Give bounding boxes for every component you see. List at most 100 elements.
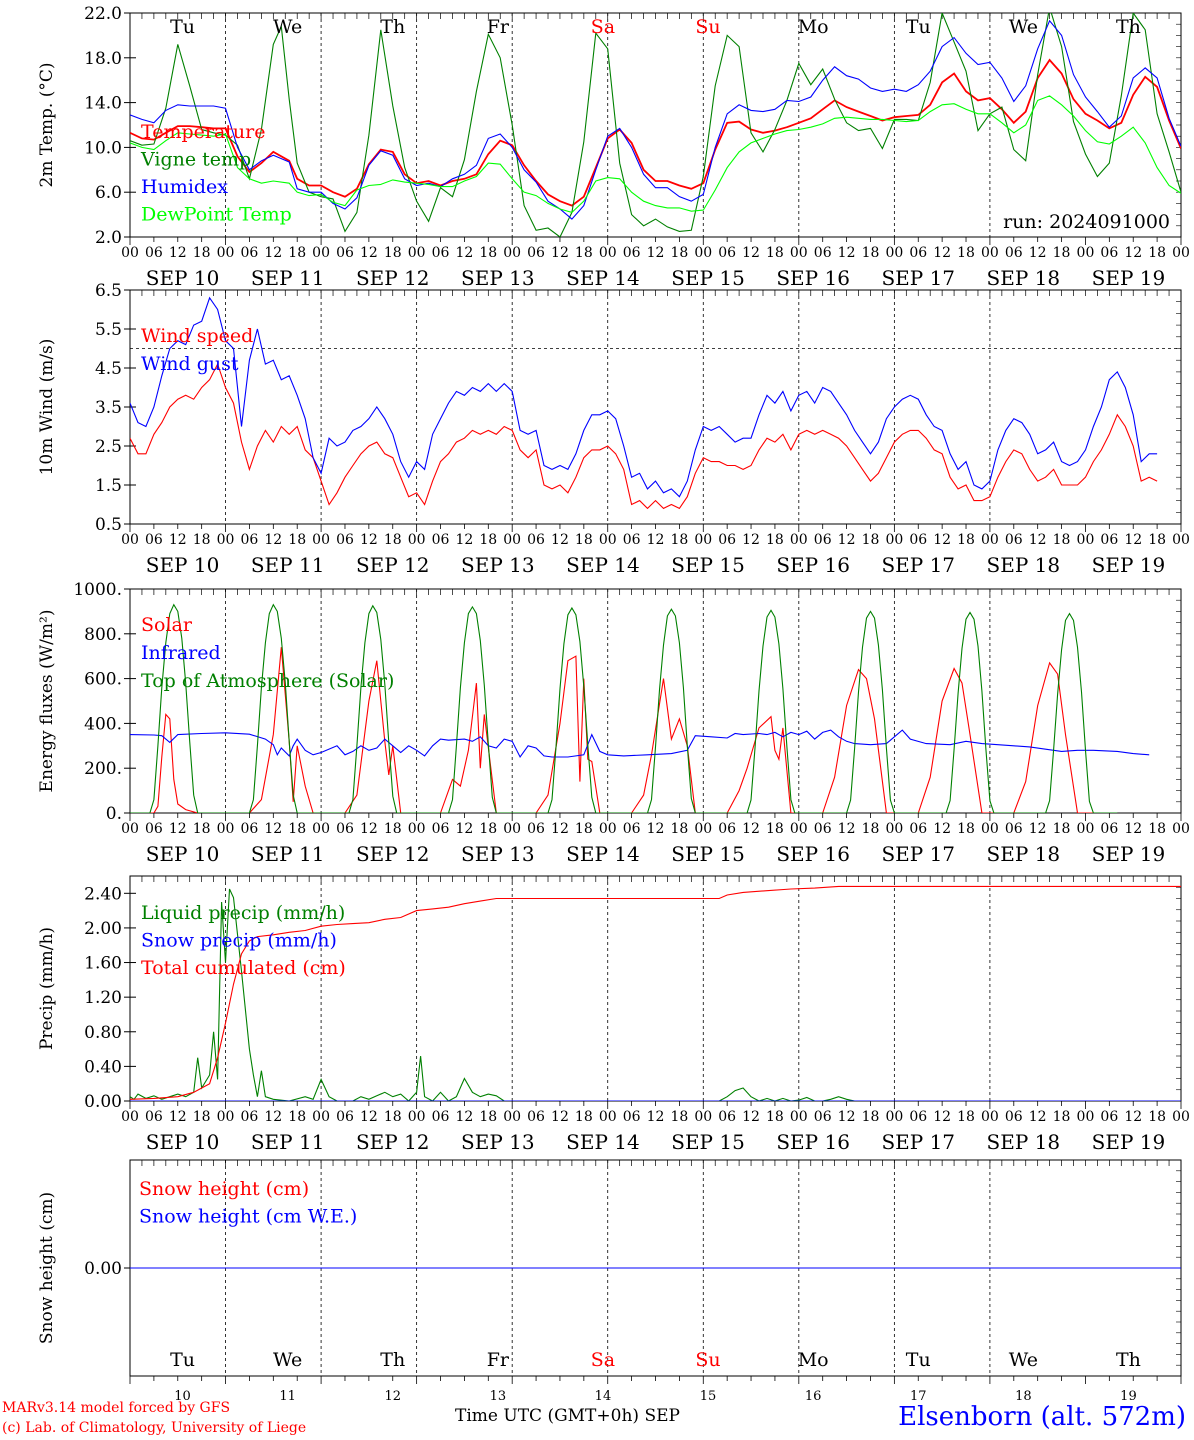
weekday-label-top: We [1009, 16, 1038, 38]
weekday-label-bottom: Fr [487, 1349, 510, 1371]
date-label: SEP 14 [566, 266, 640, 290]
day-number-label: 19 [1120, 1389, 1137, 1404]
hour-tick-label: 06 [336, 245, 354, 261]
hour-tick-label: 18 [384, 821, 402, 837]
hour-tick-label: 00 [408, 1109, 426, 1125]
hour-tick-label: 12 [169, 532, 187, 548]
y-tick-label: 2.0 [95, 228, 122, 248]
hour-tick-label: 12 [360, 245, 378, 261]
hour-tick-label: 06 [1100, 245, 1118, 261]
hour-tick-label: 12 [1029, 1109, 1047, 1125]
hour-tick-label: 06 [145, 1109, 163, 1125]
hour-tick-label: 00 [599, 1109, 617, 1125]
hour-tick-label: 06 [527, 532, 545, 548]
y-tick-label: 0.00 [84, 1259, 122, 1279]
y-tick-label: 14.0 [84, 94, 122, 114]
y-tick-label: 2.40 [84, 884, 122, 904]
hour-tick-label: 18 [957, 1109, 975, 1125]
weekday-label-top: Su [695, 16, 720, 38]
y-tick-label: 1000. [73, 580, 122, 600]
hour-tick-label: 00 [312, 1109, 330, 1125]
date-label: SEP 16 [776, 553, 850, 577]
hour-tick-label: 00 [1172, 821, 1190, 837]
hour-tick-label: 06 [241, 245, 259, 261]
legend-label: Humidex [141, 176, 228, 198]
hour-tick-label: 06 [432, 532, 450, 548]
hour-tick-label: 12 [169, 1109, 187, 1125]
hour-tick-label: 06 [336, 532, 354, 548]
date-label: SEP 19 [1092, 553, 1166, 577]
y-tick-label: 18.0 [84, 49, 122, 69]
hour-tick-label: 12 [647, 245, 665, 261]
hour-tick-label: 18 [862, 1109, 880, 1125]
weekday-label-bottom: Th [380, 1349, 405, 1371]
hour-tick-label: 00 [312, 245, 330, 261]
series-group [130, 729, 1150, 759]
hour-tick-label: 12 [742, 821, 760, 837]
date-label: SEP 15 [671, 266, 745, 290]
hour-tick-label: 12 [647, 1109, 665, 1125]
hour-tick-label: 12 [1124, 821, 1142, 837]
hour-tick-label: 06 [909, 821, 927, 837]
hour-tick-label: 18 [288, 245, 306, 261]
hour-tick-label: 18 [1148, 1109, 1166, 1125]
y-tick-label: 1.20 [84, 988, 122, 1008]
y-axis-label: 10m Wind (m/s) [37, 339, 57, 476]
hour-tick-label: 18 [957, 821, 975, 837]
date-label: SEP 11 [251, 553, 325, 577]
hour-tick-label: 12 [838, 532, 856, 548]
day-number-label: 12 [384, 1389, 401, 1404]
hour-tick-label: 00 [217, 532, 235, 548]
date-label: SEP 13 [461, 842, 535, 866]
hour-tick-label: 00 [885, 821, 903, 837]
date-label: SEP 10 [146, 553, 220, 577]
hour-tick-label: 00 [1077, 821, 1095, 837]
legend-label: DewPoint Temp [141, 204, 292, 226]
run-label: run: 2024091000 [1003, 211, 1170, 233]
hour-tick-label: 12 [264, 821, 282, 837]
weekday-label-bottom: We [273, 1349, 302, 1371]
date-label: SEP 17 [881, 553, 955, 577]
date-label: SEP 13 [461, 266, 535, 290]
y-tick-label: 6.5 [95, 281, 122, 301]
y-tick-label: 2.5 [95, 437, 122, 457]
hour-tick-label: 18 [862, 532, 880, 548]
hour-tick-label: 12 [838, 821, 856, 837]
hour-tick-label: 06 [623, 245, 641, 261]
series-group [130, 362, 1158, 510]
hour-tick-label: 12 [838, 1109, 856, 1125]
plot-frame [129, 289, 1182, 525]
y-tick-label: 400. [84, 714, 122, 734]
weekday-label-top: Tu [906, 16, 931, 38]
x-axis-title: Time UTC (GMT+0h) SEP [455, 1406, 680, 1426]
hour-tick-label: 06 [527, 245, 545, 261]
legend-label: Snow height (cm) [139, 1178, 309, 1200]
hour-tick-label: 12 [264, 1109, 282, 1125]
hour-tick-label: 12 [742, 1109, 760, 1125]
y-tick-label: 0.40 [84, 1057, 122, 1077]
hour-tick-label: 00 [121, 821, 139, 837]
weekday-label-top: Th [380, 16, 405, 38]
hour-tick-label: 12 [1029, 532, 1047, 548]
series-line [130, 888, 871, 1101]
hour-tick-label: 18 [670, 1109, 688, 1125]
hour-tick-label: 06 [336, 821, 354, 837]
hour-tick-label: 06 [718, 1109, 736, 1125]
hour-tick-label: 06 [145, 532, 163, 548]
y-tick-label: 0.5 [95, 515, 122, 535]
hour-tick-label: 12 [1124, 1109, 1142, 1125]
hour-tick-label: 18 [193, 1109, 211, 1125]
legend-label: Infrared [141, 642, 221, 664]
hour-tick-label: 00 [790, 532, 808, 548]
hour-tick-label: 06 [1005, 1109, 1023, 1125]
hour-tick-label: 18 [575, 821, 593, 837]
hour-tick-label: 18 [288, 821, 306, 837]
date-label: SEP 14 [566, 842, 640, 866]
hour-tick-label: 12 [360, 821, 378, 837]
date-label: SEP 15 [671, 842, 745, 866]
hour-tick-label: 18 [384, 532, 402, 548]
date-label: SEP 14 [566, 553, 640, 577]
hour-tick-label: 06 [432, 821, 450, 837]
day-number-label: 11 [279, 1389, 296, 1404]
hour-tick-label: 00 [599, 532, 617, 548]
